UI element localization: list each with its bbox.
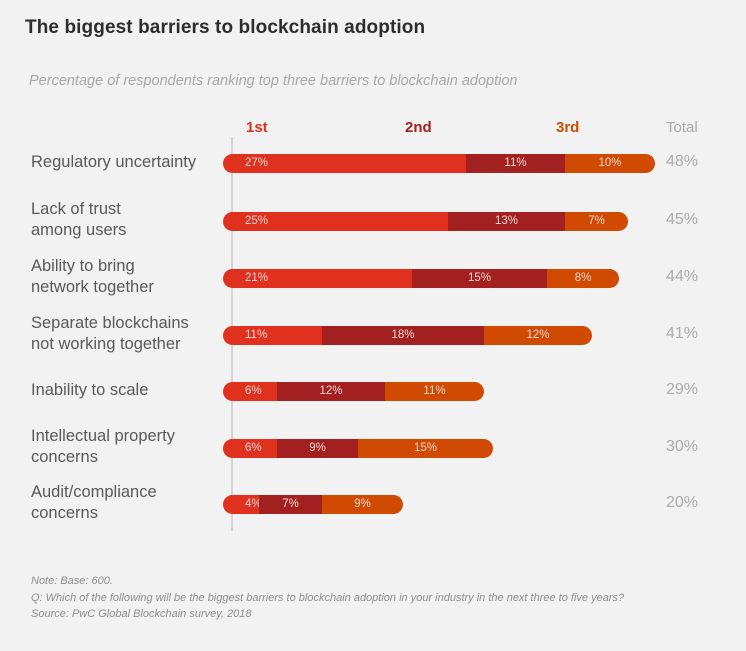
row-label: Lack of trust among users xyxy=(31,199,126,241)
bar-segment-third: 7% xyxy=(565,211,628,231)
bar-segment-second: 13% xyxy=(448,211,565,231)
bar-segment-first: 21% xyxy=(223,268,412,288)
row-label-line: concerns xyxy=(31,448,98,466)
stacked-bar: 21% 15% 8% xyxy=(223,268,619,288)
row-total: 20% xyxy=(666,494,699,511)
row-label: Audit/compliance concerns xyxy=(31,482,157,524)
row-label-line: Regulatory uncertainty xyxy=(31,152,197,171)
header-3rd: 3rd xyxy=(556,119,580,136)
row-total: 44% xyxy=(666,268,699,285)
bar-segment-third: 8% xyxy=(547,268,619,288)
row-label-line: concerns xyxy=(31,504,98,522)
header-2nd: 2nd xyxy=(405,119,432,136)
stacked-bar: 11% 18% 12% xyxy=(223,325,592,345)
row-label-line: Ability to bring xyxy=(31,257,135,275)
row-label-line: Lack of trust xyxy=(31,200,121,218)
note-base: Note: Base: 600. xyxy=(31,575,113,587)
bar-segment-second: 18% xyxy=(322,325,484,345)
row-label-line: among users xyxy=(31,221,127,239)
row-total: 29% xyxy=(666,381,699,398)
bar-segment-second: 7% xyxy=(259,494,322,514)
stacked-bar: 4% 7% 9% xyxy=(223,494,403,514)
bar-segment-first: 25% xyxy=(223,211,448,231)
stacked-bar: 27% 11% 10% xyxy=(223,153,655,173)
note-source: Source: PwC Global Blockchain survey, 20… xyxy=(31,608,252,620)
footnotes: Note: Base: 600. Q: Which of the followi… xyxy=(31,573,624,623)
row-label: Regulatory uncertainty xyxy=(31,152,196,173)
chart-title: The biggest barriers to blockchain adopt… xyxy=(25,17,426,38)
bar-segment-first: 6% xyxy=(223,438,277,458)
row-label: Inability to scale xyxy=(31,380,148,401)
row-label: Intellectual property concerns xyxy=(31,426,175,468)
bar-segment-third: 11% xyxy=(385,381,484,401)
bar-segment-second: 12% xyxy=(277,381,385,401)
stacked-bar: 6% 9% 15% xyxy=(223,438,493,458)
row-total: 41% xyxy=(666,325,699,342)
bar-segment-third: 9% xyxy=(322,494,403,514)
bar-segment-second: 15% xyxy=(412,268,547,288)
bar-segment-first: 11% xyxy=(223,325,322,345)
row-total: 30% xyxy=(666,438,699,455)
row-total: 45% xyxy=(666,211,699,228)
row-label-line: Audit/compliance xyxy=(31,483,157,501)
bar-segment-third: 15% xyxy=(358,438,493,458)
chart-subtitle: Percentage of respondents ranking top th… xyxy=(29,73,518,89)
stacked-bar: 6% 12% 11% xyxy=(223,381,484,401)
row-label: Ability to bring network together xyxy=(31,256,154,298)
row-label-line: Separate blockchains xyxy=(31,314,189,332)
bar-segment-second: 9% xyxy=(277,438,358,458)
bar-segment-first: 27% xyxy=(223,153,466,173)
header-total: Total xyxy=(666,119,698,136)
header-1st: 1st xyxy=(246,119,268,136)
row-label-line: Inability to scale xyxy=(31,380,149,399)
bar-segment-first: 6% xyxy=(223,381,277,401)
bar-segment-second: 11% xyxy=(466,153,565,173)
stacked-bar: 25% 13% 7% xyxy=(223,211,628,231)
note-question: Q: Which of the following will be the bi… xyxy=(31,591,625,604)
bar-segment-third: 10% xyxy=(565,153,655,173)
bar-segment-third: 12% xyxy=(484,325,592,345)
row-label-line: Intellectual property xyxy=(31,427,175,445)
bar-segment-first: 4% xyxy=(223,494,262,514)
row-label-line: not working together xyxy=(31,335,181,353)
row-total: 48% xyxy=(666,153,699,170)
row-label: Separate blockchains not working together xyxy=(31,313,189,355)
row-label-line: network together xyxy=(31,278,154,296)
